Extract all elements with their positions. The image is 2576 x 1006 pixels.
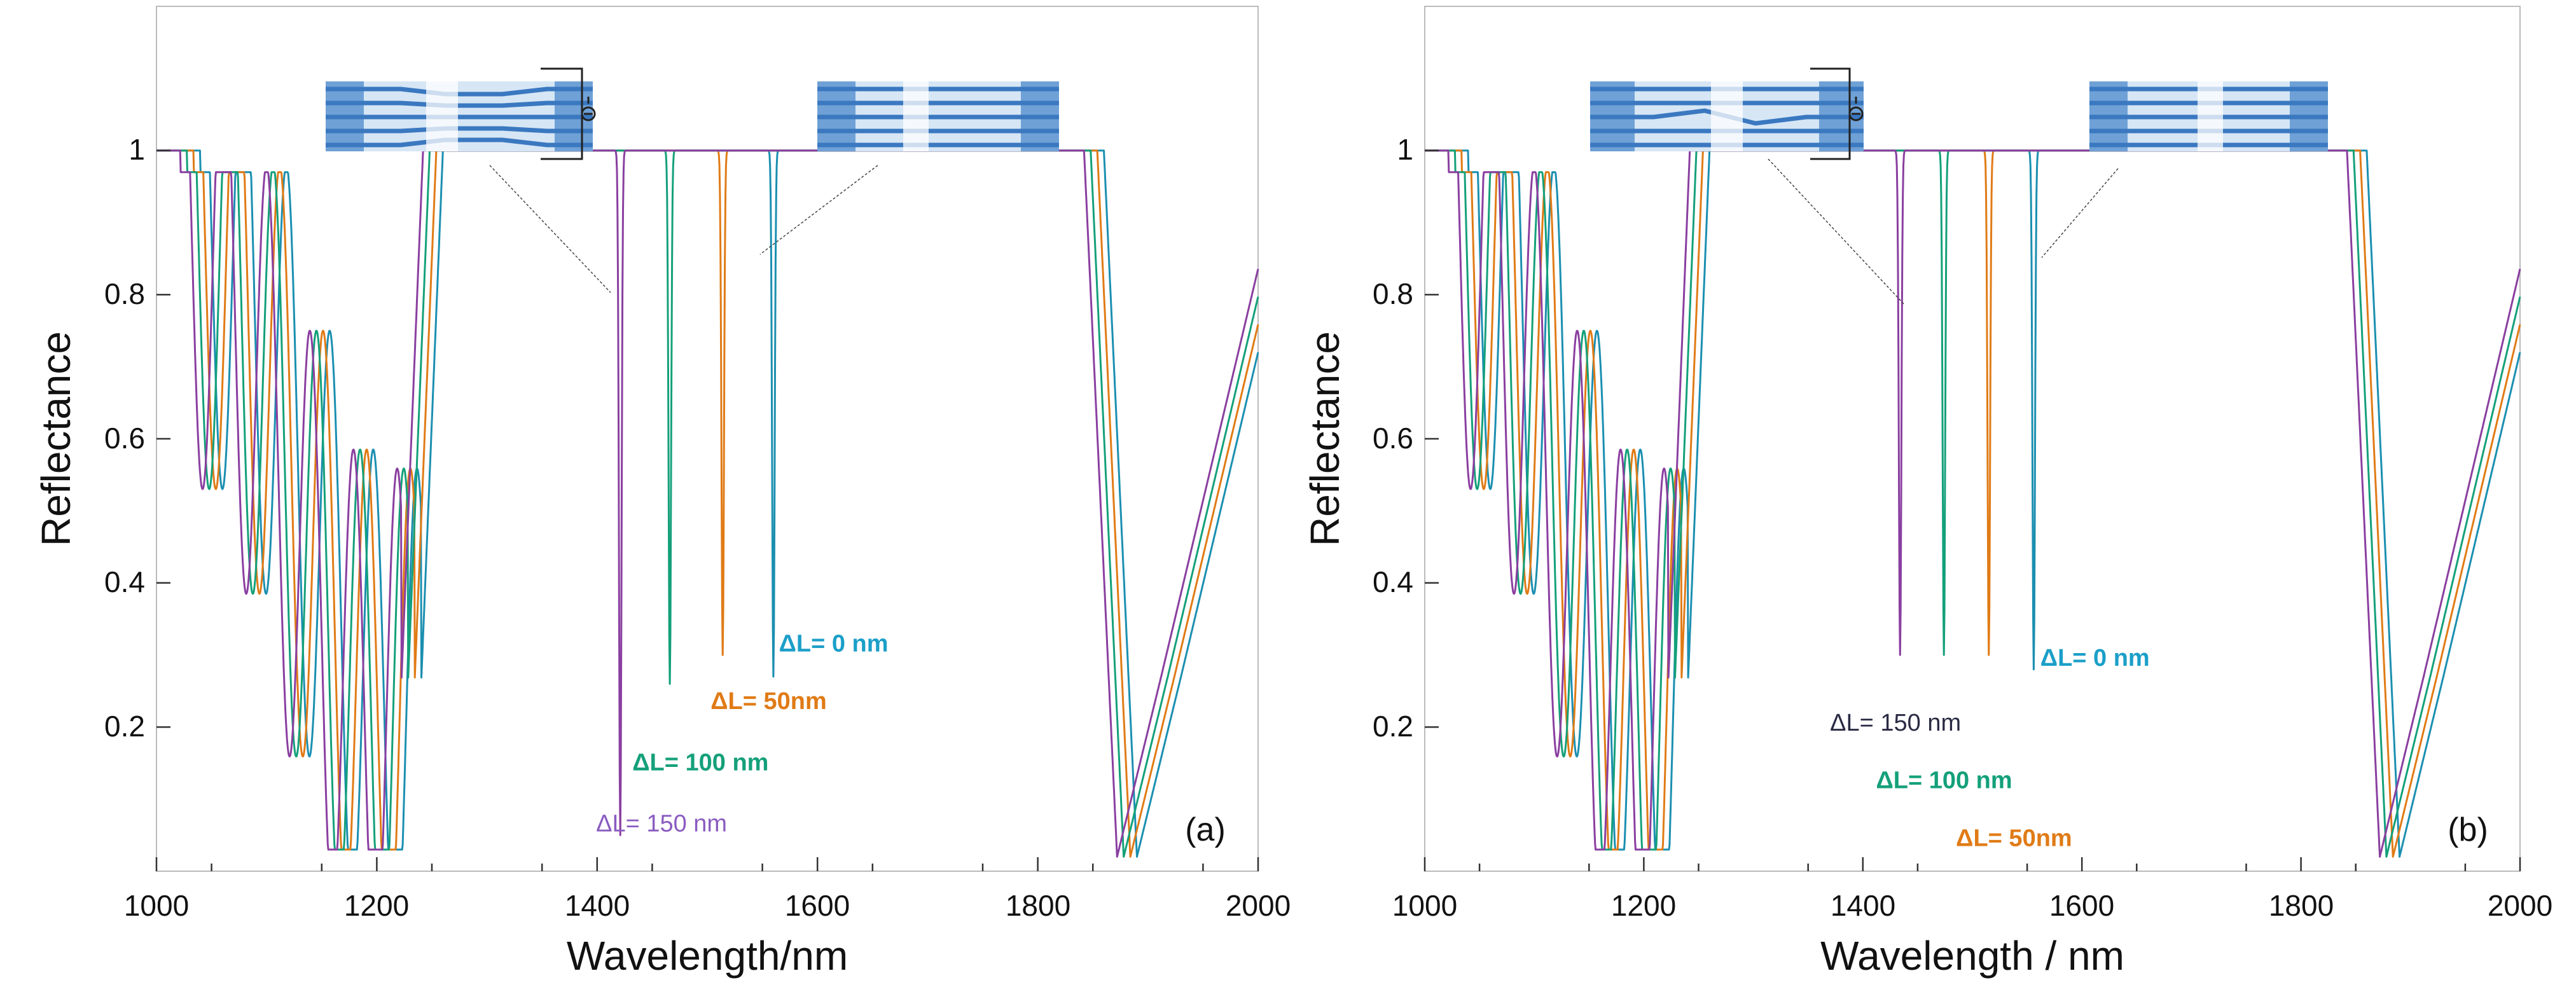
y-tick-a-1: 0.4 <box>104 565 145 598</box>
ticks-a <box>155 149 1259 871</box>
x-tick-b-2: 1400 <box>1831 889 1895 922</box>
x-tick-a-1: 1200 <box>344 889 409 922</box>
annotation-a-0: ΔL= 0 nm <box>779 630 889 657</box>
ticks-b <box>1423 149 2521 871</box>
x-tick-a-3: 1600 <box>785 889 850 922</box>
x-tick-a-4: 1800 <box>1006 889 1070 922</box>
x-tick-b-1: 1200 <box>1611 889 1676 922</box>
annotations-a: ΔL= 0 nm ΔL= 50nm ΔL= 100 nm ΔL= 150 nm <box>596 630 888 837</box>
y-tick-b-1: 0.4 <box>1373 565 1413 598</box>
leader-line-b-right <box>2041 168 2119 258</box>
annotation-b-1: ΔL= 150 nm <box>1830 710 1961 736</box>
leader-line-a-left <box>489 165 611 293</box>
y-tick-b-0: 0.2 <box>1373 710 1413 743</box>
panel-b: 1000 1200 1400 1600 1800 2000 0.2 0.4 0.… <box>1302 6 2552 979</box>
annotation-b-0: ΔL= 0 nm <box>2040 645 2150 672</box>
y-tick-a-3: 0.8 <box>104 277 145 310</box>
leader-line-a-right <box>759 165 878 255</box>
annotations-b: ΔL= 0 nm ΔL= 150 nm ΔL= 100 nm ΔL= 50nm <box>1830 645 2150 851</box>
series-line-b-0 <box>1424 149 2521 858</box>
y-tick-a-0: 0.2 <box>104 710 145 743</box>
x-tick-b-3: 1600 <box>2049 889 2114 922</box>
curves-b <box>1424 149 2521 858</box>
plot-frame-b <box>1424 6 2521 872</box>
curves-a <box>156 149 1259 858</box>
panel-label-b: (b) <box>2448 811 2488 848</box>
y-tick-a-4: 1 <box>128 133 145 166</box>
waveguide-schematic-b-right <box>2089 81 2328 151</box>
x-tick-a-0: 1000 <box>124 889 189 922</box>
waveguide-schematic-b-left <box>1590 67 1864 160</box>
y-axis-title-b: Reflectance <box>1302 331 1348 546</box>
annotation-a-3: ΔL= 150 nm <box>596 811 727 837</box>
x-tick-a-2: 1400 <box>565 889 630 922</box>
x-axis-title-b: Wavelength / nm <box>1820 933 2124 979</box>
waveguide-schematic-a-left <box>326 67 596 160</box>
plot-frame-a <box>156 6 1259 872</box>
y-tick-b-3: 0.8 <box>1373 277 1413 310</box>
y-tick-b-4: 1 <box>1397 133 1413 166</box>
waveguide-schematic-a-right <box>817 81 1059 151</box>
series-line-b-3 <box>1424 149 2521 858</box>
annotation-b-2: ΔL= 100 nm <box>1876 768 2012 794</box>
x-tick-b-0: 1000 <box>1392 889 1457 922</box>
x-tick-a-5: 2000 <box>1226 889 1291 922</box>
annotation-a-2: ΔL= 100 nm <box>632 749 768 776</box>
leader-line-b-left <box>1768 158 1906 306</box>
panel-a: 1000 1200 1400 1600 1800 2000 0.2 0.4 0.… <box>33 6 1291 979</box>
x-tick-b-4: 1800 <box>2269 889 2334 922</box>
y-tick-a-2: 0.6 <box>104 422 145 455</box>
annotation-a-1: ΔL= 50nm <box>710 688 827 715</box>
y-tick-b-2: 0.6 <box>1373 422 1413 455</box>
panel-label-a: (a) <box>1185 811 1226 848</box>
annotation-b-3: ΔL= 50nm <box>1956 825 2072 851</box>
x-axis-title-a: Wavelength/nm <box>567 933 848 979</box>
x-tick-b-5: 2000 <box>2488 889 2552 922</box>
y-axis-title-a: Reflectance <box>33 331 79 546</box>
series-line-a-3 <box>156 149 1259 858</box>
